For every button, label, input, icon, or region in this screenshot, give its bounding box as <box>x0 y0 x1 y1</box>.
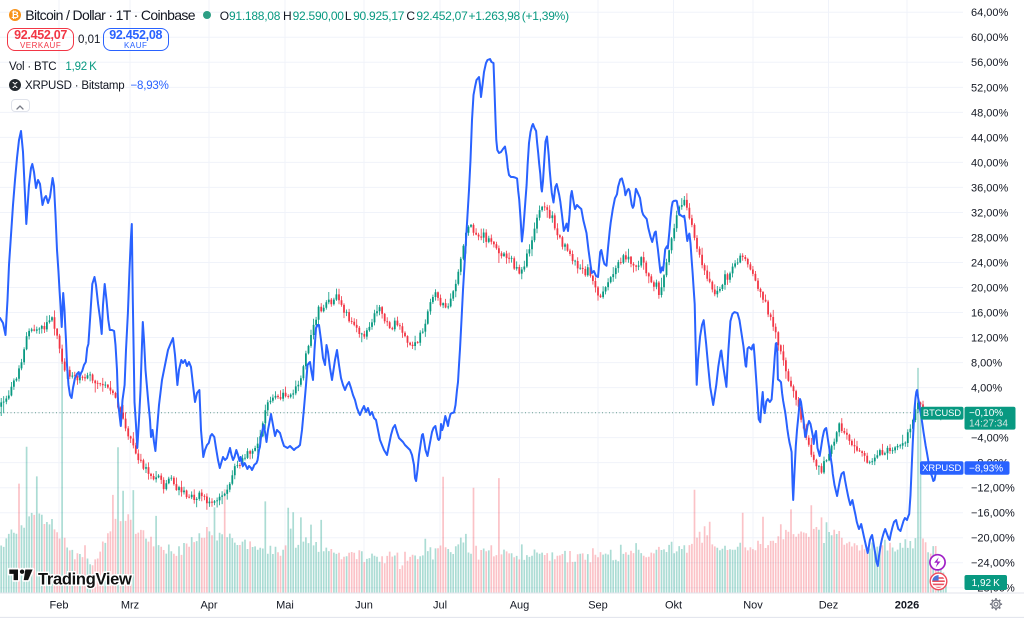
svg-text:24,00%: 24,00% <box>971 257 1009 269</box>
svg-text:12,00%: 12,00% <box>971 332 1009 344</box>
svg-text:−20,00%: −20,00% <box>971 533 1015 545</box>
svg-text:32,00%: 32,00% <box>971 207 1009 219</box>
svg-text:Mai: Mai <box>276 600 294 612</box>
svg-text:−16,00%: −16,00% <box>971 508 1015 520</box>
svg-text:4,00%: 4,00% <box>971 383 1002 395</box>
svg-text:16,00%: 16,00% <box>971 307 1009 319</box>
svg-text:44,00%: 44,00% <box>971 132 1009 144</box>
svg-text:BTCUSD: BTCUSD <box>923 408 962 418</box>
svg-text:Sep: Sep <box>588 600 608 612</box>
svg-text:20,00%: 20,00% <box>971 282 1009 294</box>
svg-text:−8,93%: −8,93% <box>969 463 1003 474</box>
svg-text:48,00%: 48,00% <box>971 107 1009 119</box>
svg-text:Feb: Feb <box>50 600 69 612</box>
svg-text:2026: 2026 <box>895 600 919 612</box>
svg-text:14:27:34: 14:27:34 <box>969 419 1008 430</box>
svg-text:Nov: Nov <box>743 600 763 612</box>
svg-text:TradingView: TradingView <box>38 571 132 589</box>
svg-text:−0,10%: −0,10% <box>969 408 1003 419</box>
svg-text:64,00%: 64,00% <box>971 7 1009 19</box>
svg-text:−12,00%: −12,00% <box>971 483 1015 495</box>
svg-text:1,92 K: 1,92 K <box>972 578 1000 589</box>
svg-text:−4,00%: −4,00% <box>971 433 1009 445</box>
svg-text:−24,00%: −24,00% <box>971 558 1015 570</box>
svg-text:8,00%: 8,00% <box>971 358 1002 370</box>
svg-text:Jul: Jul <box>433 600 447 612</box>
svg-text:60,00%: 60,00% <box>971 32 1009 44</box>
svg-text:28,00%: 28,00% <box>971 232 1009 244</box>
svg-text:Apr: Apr <box>200 600 217 612</box>
svg-text:Dez: Dez <box>819 600 839 612</box>
svg-text:40,00%: 40,00% <box>971 157 1009 169</box>
svg-text:56,00%: 56,00% <box>971 57 1009 69</box>
svg-text:Mrz: Mrz <box>121 600 139 612</box>
svg-text:Aug: Aug <box>510 600 530 612</box>
svg-text:XRPUSD: XRPUSD <box>922 462 961 473</box>
svg-text:36,00%: 36,00% <box>971 182 1009 194</box>
svg-text:Jun: Jun <box>355 600 373 612</box>
svg-text:Okt: Okt <box>665 600 682 612</box>
svg-text:52,00%: 52,00% <box>971 82 1009 94</box>
